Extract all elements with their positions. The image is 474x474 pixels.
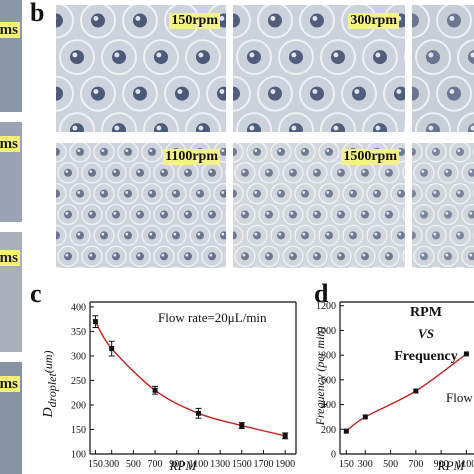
strip-label-2: ms <box>0 136 20 152</box>
x-axis-title: RPM <box>169 458 198 473</box>
data-point <box>92 319 98 325</box>
droplet-diameter-chart: c Flow rate=20μL/min Ddroplet(um) RPM 15… <box>30 279 297 473</box>
y-tick-label: 1200 <box>316 301 336 312</box>
y-axis-title-main: D <box>41 407 56 418</box>
y-tick-label: 150 <box>71 425 86 436</box>
data-point <box>343 428 349 434</box>
data-point <box>362 414 368 420</box>
x-tick-label: 700 <box>408 459 423 470</box>
x-tick-label: 900 <box>434 459 449 470</box>
x-tick-label: 1900 <box>275 459 295 470</box>
plot-frame <box>89 301 297 455</box>
annotation-line-1: RPM <box>410 305 442 320</box>
x-tick-label: 1100 <box>457 459 474 470</box>
x-tick-label: 900 <box>169 459 184 470</box>
x-tick-label: 700 <box>148 459 163 470</box>
x-tick-label: 150 <box>339 459 354 470</box>
x-tick-label: 500 <box>126 459 141 470</box>
micrograph-cropped-bottom <box>412 143 474 268</box>
strip-tile-2: ms <box>0 122 22 222</box>
x-tick-label: 1500 <box>232 459 252 470</box>
series-line <box>94 321 286 437</box>
strip-tile-1: ms <box>0 0 22 112</box>
x-tick-label: 1700 <box>253 459 273 470</box>
annotation-line-4: Flow <box>446 390 473 405</box>
data-point <box>109 346 115 352</box>
y-axis-title-sub: droplet <box>45 372 59 407</box>
x-axis-title: RPM <box>437 458 466 473</box>
chart-annotation: Flow rate=20μL/min <box>158 310 267 325</box>
panel-letter-b: b <box>30 0 45 27</box>
x-tick-label: 1300 <box>210 459 230 470</box>
y-tick-label: 400 <box>71 302 86 313</box>
strip-image-1 <box>0 0 22 112</box>
annotation-line-2: VS <box>418 326 434 341</box>
data-point <box>195 410 201 416</box>
x-tick-label: 300 <box>104 459 119 470</box>
y-tick-label: 200 <box>321 425 336 436</box>
x-tick-label: 500 <box>383 459 398 470</box>
y-tick-label: 100 <box>71 450 86 461</box>
micrograph-label: 150rpm <box>169 13 220 29</box>
y-tick-label: 400 <box>321 400 336 411</box>
y-tick-label: 1000 <box>316 326 336 337</box>
micrograph-150rpm: 150rpm <box>56 5 226 132</box>
micrograph-image <box>412 5 474 132</box>
droplet-pattern <box>56 143 226 268</box>
micrograph-1500rpm: 1500rpm <box>233 143 405 268</box>
data-point <box>463 351 469 357</box>
y-axis-title: Ddroplet(um) <box>41 350 59 418</box>
data-point <box>413 388 419 394</box>
y-tick-label: 300 <box>71 351 86 362</box>
strip-label-3: ms <box>0 250 20 266</box>
micrograph-label: 1500rpm <box>341 149 399 165</box>
data-point <box>152 387 158 393</box>
x-tick-label: 300 <box>358 459 373 470</box>
droplet-pattern <box>412 5 474 132</box>
y-tick-label: 600 <box>321 375 336 386</box>
droplet-pattern <box>412 143 474 268</box>
svg-text:Ddroplet(um): Ddroplet(um) <box>41 350 59 418</box>
micrograph-label: 1100rpm <box>163 149 220 165</box>
plot-frame <box>339 301 474 455</box>
frequency-chart: d RPM VS Frequency Flow Frequency (per m… <box>313 279 474 473</box>
y-tick-label: 200 <box>71 400 86 411</box>
y-tick-label: 350 <box>71 327 86 338</box>
panel-letter-d: d <box>314 279 329 308</box>
panel-a-strip: ms ms ms ms <box>0 0 22 474</box>
y-axis-title: Frequency (per min) <box>313 327 327 427</box>
micrograph-cropped-top <box>412 5 474 132</box>
y-tick-label: 800 <box>321 351 336 362</box>
strip-label-4: ms <box>0 376 20 392</box>
strip-tile-4: ms <box>0 362 22 474</box>
data-point <box>239 423 245 429</box>
y-tick-label: 250 <box>71 376 86 387</box>
x-tick-label: 150 <box>88 459 103 470</box>
y-tick-label: 0 <box>331 450 336 461</box>
data-point <box>282 433 288 439</box>
micrograph-300rpm: 300rpm <box>233 5 405 132</box>
micrograph-image <box>412 143 474 268</box>
panel-letter-c: c <box>30 279 42 308</box>
strip-label-1: ms <box>0 22 20 38</box>
y-axis-title-unit: (um) <box>41 350 55 373</box>
annotation-line-3: Frequency <box>394 349 458 364</box>
micrograph-1100rpm: 1100rpm <box>56 143 226 268</box>
x-tick-label: 1100 <box>189 459 209 470</box>
micrograph-label: 300rpm <box>348 13 399 29</box>
series-line <box>345 353 467 432</box>
strip-tile-3: ms <box>0 232 22 352</box>
